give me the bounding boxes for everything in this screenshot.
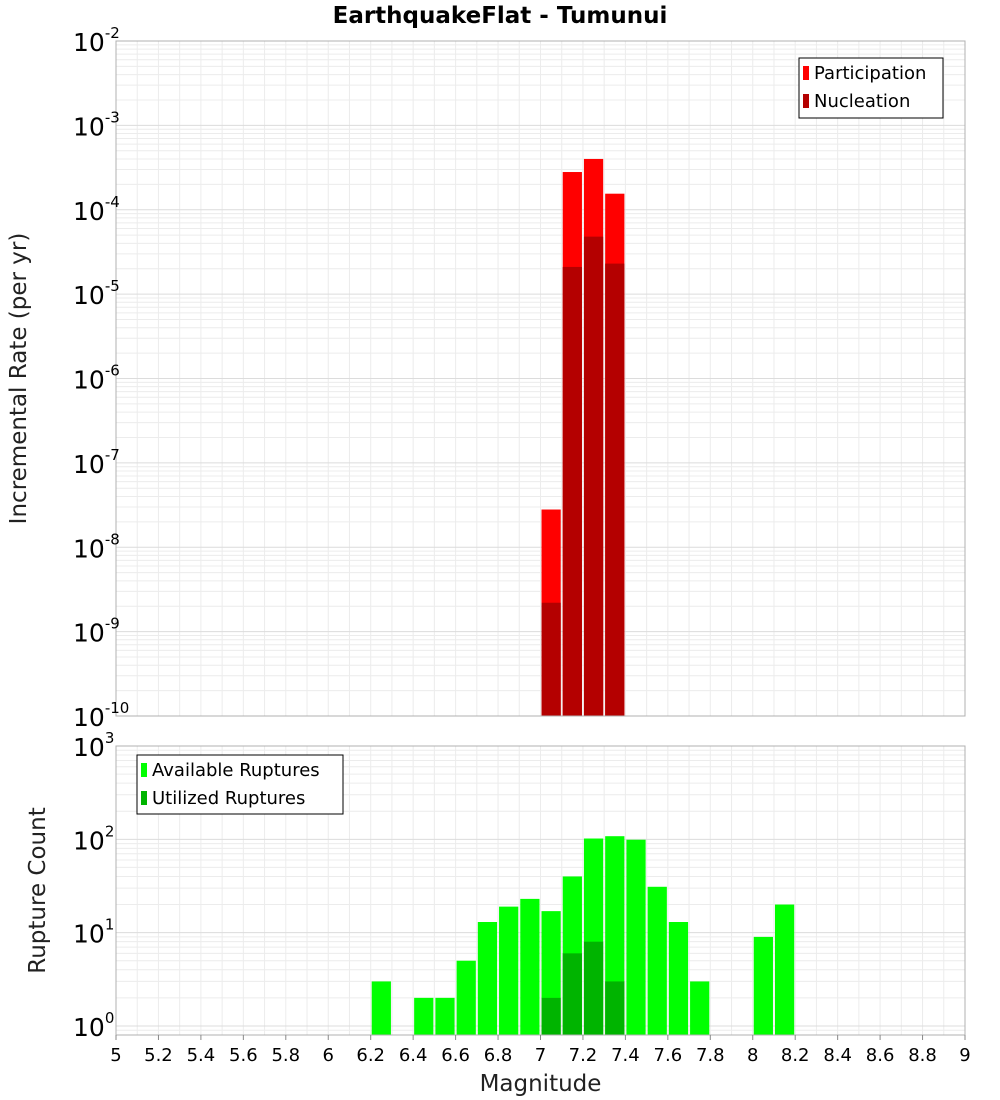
y-tick-label: 10-7 — [73, 446, 120, 479]
x-tick-label: 6.2 — [356, 1045, 385, 1066]
bar — [562, 266, 582, 716]
legend-box — [798, 57, 944, 119]
bar — [774, 904, 795, 1035]
bar — [456, 960, 476, 1035]
legend-swatch — [141, 791, 147, 805]
top-panel: 10-10 10-9 10-8 10-7 10-6 10-5 10-4 10-3 10-2 Inc… — [6, 24, 966, 732]
y-tick-label: 10-8 — [73, 530, 120, 563]
bar — [583, 941, 604, 1035]
bar — [477, 922, 498, 1035]
x-tick-label: 8.8 — [908, 1045, 937, 1066]
x-tick-label: 8 — [747, 1045, 758, 1066]
y-tick-labels: 10-10 10-9 10-8 10-7 10-6 10-5 10-4 10-3 10-2 — [73, 24, 129, 732]
series-nucleation — [541, 236, 625, 716]
plot-border — [115, 40, 966, 717]
bar — [647, 886, 667, 1035]
series-utilized-ruptures — [541, 941, 625, 1035]
x-tick-label: 6.8 — [484, 1045, 513, 1066]
x-tick-labels: 5 5.2 5.4 5.6 5.8 6 6.2 6.4 6.6 6.8 7 7.2 7.4 7.6 7.8 8… — [110, 1035, 971, 1066]
bar — [605, 981, 625, 1035]
x-tick-label: 8.4 — [823, 1045, 852, 1066]
y-tick-label: 102 — [73, 822, 114, 855]
x-tick-label: 8.6 — [866, 1045, 895, 1066]
bar — [435, 997, 455, 1035]
x-tick-label: 6 — [323, 1045, 334, 1066]
y-tick-label: 10-2 — [73, 24, 120, 57]
bar — [414, 997, 434, 1035]
bottom-panel: 100 101 102 103 Rupture Count 5 5.2 5.4 5.6 5.8 6 6… — [25, 729, 971, 1097]
bar — [541, 997, 561, 1035]
bar — [753, 936, 773, 1035]
legend: Available Ruptures Utilized Ruptures — [136, 754, 344, 815]
bar — [605, 263, 625, 716]
chart-title: EarthquakeFlat - Tumunui — [333, 3, 668, 29]
bar — [541, 602, 561, 716]
y-tick-label: 10-4 — [73, 193, 120, 226]
bar — [499, 906, 519, 1035]
x-tick-label: 5.8 — [271, 1045, 300, 1066]
y-tick-label: 10-5 — [73, 277, 120, 310]
x-tick-label: 9 — [959, 1045, 970, 1066]
legend-entry: Nucleation — [814, 91, 910, 112]
legend-entry: Available Ruptures — [152, 760, 320, 781]
x-tick-label: 7 — [535, 1045, 546, 1066]
y-tick-label: 101 — [73, 916, 114, 949]
grid — [115, 41, 966, 717]
y-tick-label: 10-3 — [73, 108, 120, 141]
x-tick-label: 6.6 — [441, 1045, 470, 1066]
legend-box — [136, 754, 344, 815]
legend-entry: Utilized Ruptures — [152, 788, 305, 809]
legend: Participation Nucleation — [798, 57, 944, 119]
series-available-ruptures — [371, 836, 795, 1035]
legend-swatch — [803, 66, 809, 80]
y-axis-label: Incremental Rate (per yr) — [6, 233, 32, 525]
x-tick-label: 5.4 — [187, 1045, 216, 1066]
bar — [626, 839, 646, 1035]
bar — [690, 981, 710, 1035]
x-tick-label: 7.4 — [611, 1045, 640, 1066]
y-tick-label: 10-10 — [73, 699, 129, 732]
x-tick-label: 5.2 — [144, 1045, 173, 1066]
x-tick-label: 7.8 — [696, 1045, 725, 1066]
x-tick-label: 6.4 — [399, 1045, 428, 1066]
bar — [668, 922, 689, 1035]
x-tick-label: 8.2 — [781, 1045, 810, 1066]
bar — [371, 981, 391, 1035]
legend-swatch — [141, 763, 147, 777]
x-tick-label: 5.6 — [229, 1045, 258, 1066]
bar — [520, 898, 540, 1035]
x-tick-label: 7.2 — [569, 1045, 598, 1066]
y-tick-label: 103 — [73, 729, 114, 762]
y-axis-label: Rupture Count — [25, 807, 51, 973]
legend-entry: Participation — [814, 63, 926, 84]
y-tick-label: 100 — [73, 1009, 114, 1042]
x-tick-label: 7.6 — [654, 1045, 683, 1066]
x-tick-label: 5 — [110, 1045, 121, 1066]
y-tick-label: 10-6 — [73, 362, 120, 395]
y-tick-labels: 100 101 102 103 — [73, 729, 114, 1042]
bar — [583, 236, 604, 716]
x-axis-label: Magnitude — [480, 1071, 602, 1097]
bar — [562, 953, 582, 1035]
legend-swatch — [803, 94, 809, 108]
y-tick-label: 10-9 — [73, 615, 120, 648]
